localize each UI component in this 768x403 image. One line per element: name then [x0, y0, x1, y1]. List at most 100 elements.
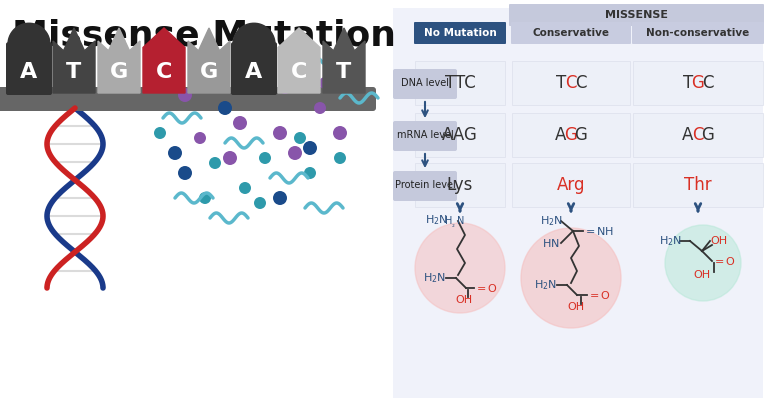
FancyBboxPatch shape [511, 22, 631, 44]
Polygon shape [98, 28, 140, 93]
FancyBboxPatch shape [0, 87, 376, 111]
Circle shape [288, 146, 302, 160]
Text: $\mathsf{=O}$: $\mathsf{=O}$ [587, 289, 611, 301]
Text: G: G [574, 126, 588, 144]
FancyBboxPatch shape [633, 163, 763, 207]
Text: OH: OH [694, 270, 710, 280]
Circle shape [209, 157, 221, 169]
Text: $\mathsf{=O}$: $\mathsf{=O}$ [474, 282, 498, 294]
FancyBboxPatch shape [414, 22, 506, 44]
Polygon shape [53, 28, 95, 93]
Text: C: C [702, 74, 713, 92]
Text: DNA level: DNA level [401, 78, 449, 88]
Circle shape [273, 126, 287, 140]
Text: G: G [110, 62, 128, 82]
Text: Non-conservative: Non-conservative [647, 28, 750, 38]
FancyBboxPatch shape [633, 113, 763, 157]
Text: $\mathsf{H_2N}$: $\mathsf{H_2N}$ [423, 271, 446, 285]
Circle shape [294, 132, 306, 144]
Text: C: C [565, 74, 577, 92]
FancyBboxPatch shape [393, 69, 457, 99]
Text: Protein level: Protein level [395, 180, 455, 190]
Text: Lys: Lys [447, 176, 473, 194]
Circle shape [333, 126, 347, 140]
Circle shape [415, 223, 505, 313]
FancyBboxPatch shape [512, 61, 630, 105]
Text: T: T [683, 74, 694, 92]
Text: C: C [692, 126, 703, 144]
Polygon shape [233, 23, 275, 44]
Text: C: C [156, 62, 172, 82]
Text: N: N [457, 216, 465, 226]
Text: $\mathsf{H_2N}$: $\mathsf{H_2N}$ [539, 214, 562, 228]
Circle shape [239, 182, 251, 194]
Circle shape [178, 166, 192, 180]
Circle shape [665, 225, 741, 301]
Text: T: T [556, 74, 566, 92]
Circle shape [279, 82, 291, 94]
FancyBboxPatch shape [512, 113, 630, 157]
Circle shape [334, 152, 346, 164]
FancyBboxPatch shape [393, 171, 457, 201]
Circle shape [273, 191, 287, 205]
Text: T: T [336, 62, 352, 82]
Polygon shape [8, 23, 50, 44]
Text: ₂: ₂ [452, 222, 455, 228]
Polygon shape [323, 28, 365, 93]
Polygon shape [143, 28, 185, 93]
Text: G: G [200, 62, 218, 82]
Circle shape [248, 46, 262, 60]
Text: Conservative: Conservative [532, 28, 610, 38]
Circle shape [154, 127, 166, 139]
Circle shape [259, 152, 271, 164]
Text: A: A [555, 126, 567, 144]
Circle shape [304, 167, 316, 179]
FancyBboxPatch shape [512, 163, 630, 207]
Circle shape [178, 88, 192, 102]
Circle shape [521, 228, 621, 328]
Text: OH: OH [455, 295, 472, 305]
Text: C: C [291, 62, 307, 82]
Text: G: G [701, 126, 714, 144]
FancyBboxPatch shape [415, 61, 505, 105]
Text: A: A [682, 126, 694, 144]
Circle shape [319, 77, 331, 89]
Text: $\mathsf{=O}$: $\mathsf{=O}$ [712, 255, 736, 267]
FancyBboxPatch shape [393, 8, 763, 398]
Circle shape [314, 102, 326, 114]
Text: T: T [66, 62, 81, 82]
Text: Thr: Thr [684, 176, 712, 194]
FancyBboxPatch shape [231, 42, 277, 95]
FancyBboxPatch shape [415, 163, 505, 207]
FancyBboxPatch shape [393, 121, 457, 151]
Text: No Mutation: No Mutation [424, 28, 496, 38]
Text: $\mathsf{H_2N}$: $\mathsf{H_2N}$ [425, 213, 448, 227]
Circle shape [303, 141, 317, 155]
Text: mRNA level: mRNA level [396, 130, 453, 140]
Circle shape [218, 101, 232, 115]
Text: A: A [245, 62, 263, 82]
FancyBboxPatch shape [633, 61, 763, 105]
Text: G: G [564, 126, 578, 144]
Text: $\mathsf{=NH}$: $\mathsf{=NH}$ [583, 225, 614, 237]
Circle shape [223, 151, 237, 165]
Text: Missense Mutation: Missense Mutation [12, 18, 396, 52]
FancyBboxPatch shape [509, 4, 764, 26]
Text: $\mathsf{H_2N}$: $\mathsf{H_2N}$ [658, 234, 681, 248]
Circle shape [233, 116, 247, 130]
Polygon shape [278, 28, 320, 93]
Text: H: H [445, 216, 452, 226]
FancyBboxPatch shape [632, 22, 764, 44]
Text: OH: OH [710, 236, 727, 246]
Text: G: G [691, 74, 704, 92]
Circle shape [168, 146, 182, 160]
Text: $\mathsf{HN}$: $\mathsf{HN}$ [542, 237, 560, 249]
Text: TTC: TTC [445, 74, 475, 92]
Circle shape [194, 132, 206, 144]
FancyBboxPatch shape [415, 113, 505, 157]
Circle shape [254, 197, 266, 209]
Text: A: A [21, 62, 38, 82]
Text: AAG: AAG [442, 126, 478, 144]
Polygon shape [188, 28, 230, 93]
FancyBboxPatch shape [6, 42, 52, 95]
